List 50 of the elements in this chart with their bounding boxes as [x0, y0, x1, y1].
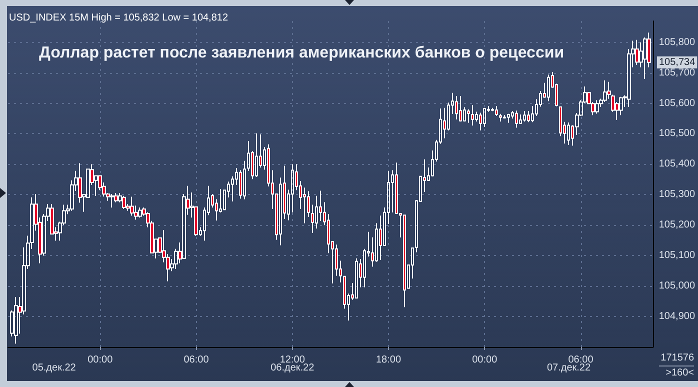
candlestick [130, 196, 134, 216]
candlestick [619, 96, 623, 116]
candlestick [595, 100, 599, 114]
x-tick-label: 06:00 [184, 354, 210, 366]
candlestick [515, 110, 518, 128]
candlestick [243, 160, 246, 200]
text: 171576 [660, 352, 694, 364]
y-tick-label: 105,600 [658, 98, 696, 109]
text: 105,734 [659, 56, 696, 68]
chart-subtitle: USD_INDEX 15M High = 105,832 Low = 104,812 [9, 12, 228, 24]
candlestick [479, 112, 482, 131]
text: 07.дек.22 [546, 362, 591, 374]
candlestick [523, 110, 526, 122]
candlestick [122, 195, 126, 210]
y-tick-label: 105,700 [658, 67, 696, 78]
text: >160< [666, 368, 694, 378]
candlestick [483, 107, 486, 128]
candlestick [499, 113, 502, 122]
candlestick [567, 122, 570, 146]
candlestick [403, 214, 406, 308]
candlestick [455, 95, 458, 120]
y-tick-label: 105,200 [658, 220, 696, 231]
y-tick-label: 105,000 [658, 280, 696, 292]
candlestick [14, 296, 18, 344]
candlestick [519, 114, 522, 124]
candlestick [547, 74, 550, 102]
y-tick-label: 105,800 [658, 36, 696, 48]
candlestick [355, 258, 358, 298]
text: Доллар растет после заявления американских банков о рецессии [39, 44, 564, 62]
candlestick [255, 132, 258, 178]
x-tick-label: 00:00 [88, 354, 114, 366]
candlestick [467, 108, 470, 124]
candlestick [459, 95, 462, 122]
candlestick [110, 194, 114, 208]
text: 06.дек.22 [270, 362, 315, 374]
candlestick [643, 36, 647, 80]
candlestick [471, 104, 474, 126]
y-tick-label: 105,300 [658, 189, 696, 200]
candlestick [603, 80, 607, 103]
text: 05.дек.22 [32, 362, 76, 374]
y-tick-label: 104,900 [658, 311, 696, 322]
candlestick [138, 206, 142, 218]
candlestick [495, 106, 498, 117]
y-tick-label: 105,500 [658, 128, 696, 140]
y-tick-label: 105,100 [658, 250, 696, 262]
x-tick-label: 00:00 [472, 354, 498, 366]
candlestick [507, 113, 510, 124]
y-tick-label: 105,400 [658, 158, 696, 170]
x-tick-label: 18:00 [376, 354, 402, 366]
candlestick [635, 39, 639, 66]
